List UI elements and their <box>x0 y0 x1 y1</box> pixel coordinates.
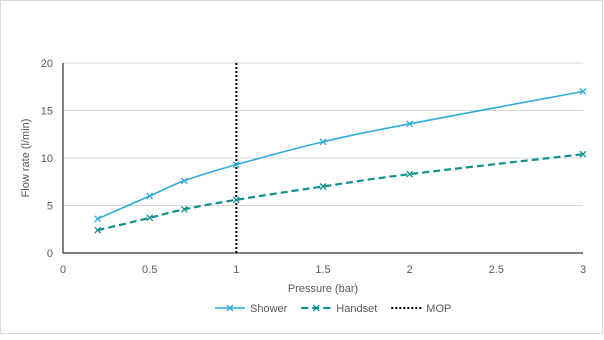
y-tick-label: 10 <box>41 153 53 165</box>
y-tick-label: 5 <box>47 201 53 213</box>
y-axis-title: Flow rate (l/min) <box>20 119 32 198</box>
handset-point <box>94 226 102 234</box>
x-tick-label: 0.5 <box>142 264 157 276</box>
y-tick-label: 20 <box>41 58 53 70</box>
shower-point <box>579 88 587 95</box>
series-lines <box>94 88 587 234</box>
shower-point <box>180 177 188 185</box>
handset-point <box>146 214 154 222</box>
legend-marker-shower <box>226 304 234 312</box>
x-tick-label: 3 <box>580 264 586 276</box>
grid-lines <box>63 62 583 206</box>
shower-point <box>406 120 414 128</box>
shower-point <box>319 138 327 146</box>
x-tick-label: 1 <box>233 264 239 276</box>
legend-label-shower: Shower <box>250 303 288 315</box>
legend: Shower Handset MOP <box>215 303 451 315</box>
x-tick-label: 0 <box>60 264 66 276</box>
handset-point <box>180 205 188 213</box>
x-tick-label: 1.5 <box>315 264 330 276</box>
handset-series-line <box>97 153 584 232</box>
x-tick-label: 2 <box>407 264 413 276</box>
handset-point <box>319 183 327 190</box>
handset-point <box>406 170 414 178</box>
x-tick-label: 2.5 <box>489 264 504 276</box>
y-tick-label: 15 <box>41 106 53 118</box>
tick-labels: 0 5 10 15 20 0 0.5 1 1.5 2 2.5 3 <box>41 58 586 276</box>
legend-label-handset: Handset <box>336 303 377 315</box>
axes <box>62 63 583 254</box>
y-tick-label: 0 <box>47 248 53 260</box>
shower-point <box>146 192 154 200</box>
shower-series-line <box>97 90 584 220</box>
handset-point <box>579 150 587 158</box>
shower-point <box>94 215 102 223</box>
x-axis-title: Pressure (bar) <box>288 283 358 295</box>
legend-marker-handset <box>312 304 320 312</box>
legend-label-mop: MOP <box>426 303 451 315</box>
shower-point <box>232 161 240 169</box>
handset-point <box>232 196 240 204</box>
